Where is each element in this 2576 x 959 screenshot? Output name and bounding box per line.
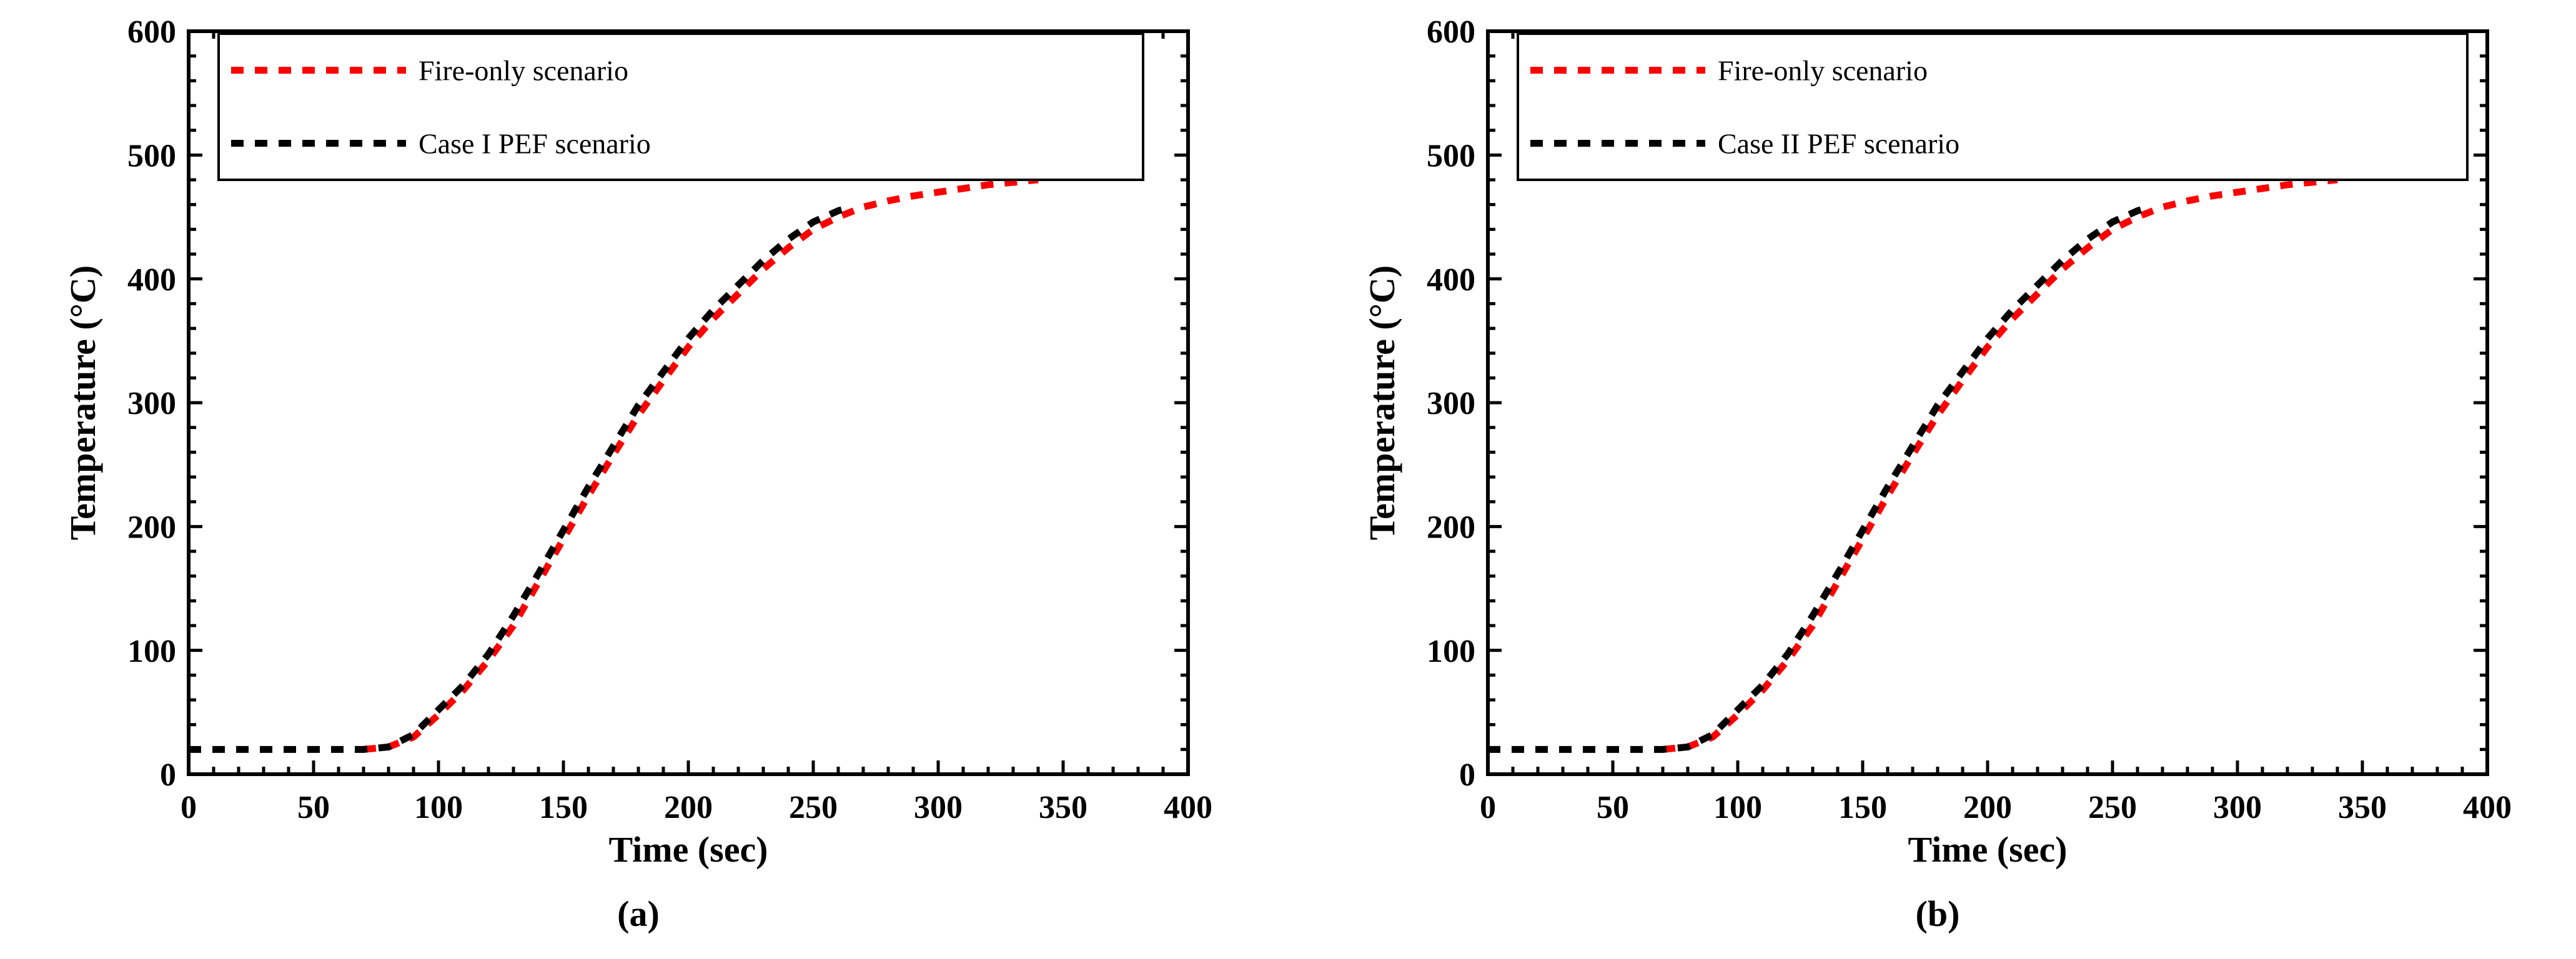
svg-text:350: 350	[1039, 790, 1087, 825]
svg-text:150: 150	[1838, 790, 1887, 825]
svg-text:500: 500	[1427, 139, 1475, 174]
figure: 0501001502002503003504000100200300400500…	[0, 0, 2576, 959]
svg-text:Fire-only scenario: Fire-only scenario	[1718, 55, 1928, 87]
panel-b: 0 50 100 150 200 250 300 350 400 0 100 200 300 400 500…	[1350, 12, 2525, 953]
svg-text:50: 50	[297, 790, 330, 825]
svg-text:0: 0	[1459, 757, 1475, 793]
panel-b-label: (b)	[1916, 893, 1960, 935]
svg-text:600: 600	[127, 14, 176, 50]
svg-text:0: 0	[160, 757, 176, 793]
chart-b-svg: 0 50 100 150 200 250 300 350 400 0 100 200 300 400 500…	[1350, 12, 2525, 887]
svg-text:Fire-only scenario: Fire-only scenario	[419, 55, 628, 87]
svg-text:200: 200	[1427, 510, 1475, 546]
svg-text:0: 0	[181, 790, 197, 825]
panel-a-label: (a)	[617, 893, 660, 935]
svg-text:0: 0	[1480, 790, 1496, 825]
svg-text:600: 600	[1427, 14, 1475, 50]
svg-text:100: 100	[127, 634, 176, 669]
svg-text:350: 350	[2338, 790, 2387, 825]
svg-text:250: 250	[2088, 790, 2137, 825]
svg-text:300: 300	[914, 790, 963, 825]
panel-a: 0 50 100 150 200 250 300 350 400 0 100 200 300 400 500…	[51, 12, 1226, 953]
svg-text:Temperature (°C): Temperature (°C)	[62, 265, 103, 540]
svg-text:250: 250	[789, 790, 838, 825]
svg-text:Time (sec): Time (sec)	[609, 829, 768, 870]
svg-text:200: 200	[664, 790, 713, 825]
svg-text:400: 400	[127, 262, 176, 298]
svg-text:300: 300	[127, 386, 176, 421]
svg-text:400: 400	[1427, 262, 1475, 298]
svg-text:100: 100	[414, 790, 463, 825]
chart-a-svg: 0 50 100 150 200 250 300 350 400 0 100 200 300 400 500…	[51, 12, 1226, 887]
svg-text:Time (sec): Time (sec)	[1908, 829, 2068, 870]
svg-text:300: 300	[2213, 790, 2262, 825]
svg-text:100: 100	[1427, 634, 1475, 669]
svg-text:150: 150	[539, 790, 588, 825]
svg-text:Temperature (°C): Temperature (°C)	[1362, 265, 1402, 540]
svg-text:Case I PEF scenario: Case I PEF scenario	[419, 128, 651, 160]
svg-text:300: 300	[1427, 386, 1475, 421]
svg-text:500: 500	[127, 139, 176, 174]
svg-text:100: 100	[1713, 790, 1762, 825]
svg-text:200: 200	[1963, 790, 2012, 825]
svg-text:400: 400	[2463, 790, 2512, 825]
svg-text:Case II PEF scenario: Case II PEF scenario	[1718, 128, 1959, 160]
svg-text:50: 50	[1597, 790, 1629, 825]
svg-text:200: 200	[127, 510, 176, 546]
svg-text:400: 400	[1164, 790, 1212, 825]
